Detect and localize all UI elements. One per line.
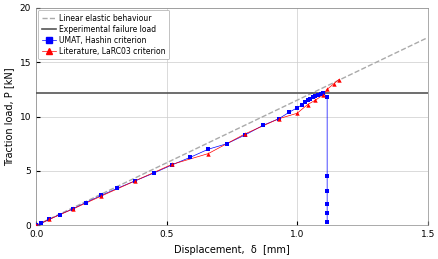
Y-axis label: Traction load, P [kN]: Traction load, P [kN] bbox=[4, 67, 14, 166]
Point bbox=[113, 186, 120, 190]
Point bbox=[275, 117, 282, 121]
Point bbox=[323, 95, 330, 99]
Point bbox=[32, 223, 39, 227]
Point bbox=[304, 98, 311, 102]
Point bbox=[205, 152, 212, 156]
Point bbox=[69, 207, 76, 211]
Point bbox=[304, 103, 311, 107]
Point bbox=[32, 223, 39, 227]
Point bbox=[69, 207, 76, 211]
Point bbox=[241, 133, 248, 137]
Point bbox=[301, 100, 308, 104]
Point bbox=[308, 95, 315, 99]
Point bbox=[319, 91, 326, 95]
Point bbox=[275, 117, 282, 121]
Point bbox=[46, 217, 53, 221]
Point bbox=[223, 142, 230, 146]
Point bbox=[316, 92, 323, 96]
Point bbox=[285, 110, 292, 114]
Point bbox=[38, 221, 45, 225]
Point bbox=[82, 200, 89, 205]
Point bbox=[46, 217, 53, 221]
Point bbox=[323, 220, 330, 224]
Point bbox=[319, 93, 326, 97]
Point bbox=[311, 94, 318, 98]
Point bbox=[168, 163, 175, 167]
Point bbox=[335, 77, 342, 82]
Point bbox=[98, 193, 105, 198]
Point bbox=[323, 87, 330, 91]
Point bbox=[306, 97, 313, 101]
Point bbox=[205, 147, 212, 151]
Point bbox=[329, 82, 336, 86]
Point bbox=[311, 98, 318, 102]
Point bbox=[323, 174, 330, 178]
Point bbox=[323, 189, 330, 193]
Point bbox=[186, 155, 193, 160]
Point bbox=[293, 111, 300, 115]
Point bbox=[150, 171, 157, 175]
Point bbox=[241, 132, 248, 136]
X-axis label: Displacement,  δ  [mm]: Displacement, δ [mm] bbox=[173, 245, 289, 255]
Point bbox=[131, 179, 138, 183]
Point bbox=[323, 202, 330, 206]
Legend: Linear elastic behaviour, Experimental failure load, UMAT, Hashin criterion, Lit: Linear elastic behaviour, Experimental f… bbox=[38, 10, 169, 59]
Point bbox=[168, 162, 175, 167]
Point bbox=[293, 106, 300, 110]
Point bbox=[259, 123, 266, 127]
Point bbox=[56, 212, 63, 217]
Point bbox=[131, 179, 138, 183]
Point bbox=[314, 93, 321, 97]
Point bbox=[98, 194, 105, 198]
Point bbox=[323, 211, 330, 215]
Point bbox=[298, 103, 305, 107]
